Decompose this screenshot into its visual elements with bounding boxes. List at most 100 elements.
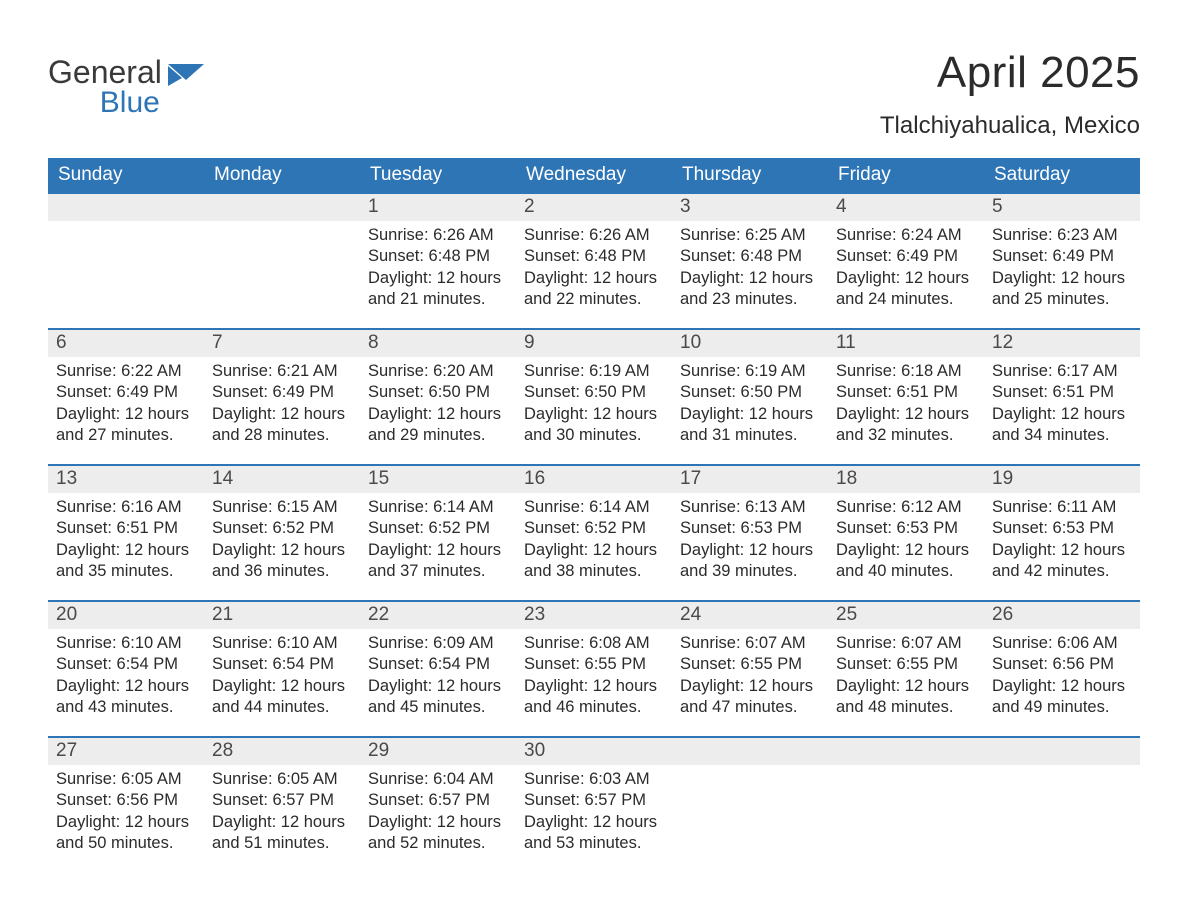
cell-content: Sunrise: 6:25 AMSunset: 6:48 PMDaylight:… <box>672 221 828 319</box>
calendar-cell: 23Sunrise: 6:08 AMSunset: 6:55 PMDayligh… <box>516 602 672 736</box>
sunrise-text: Sunrise: 6:14 AM <box>524 497 664 518</box>
day-header-friday: Friday <box>828 158 984 194</box>
sunset-text: Sunset: 6:55 PM <box>836 654 976 675</box>
weeks-container: 1Sunrise: 6:26 AMSunset: 6:48 PMDaylight… <box>48 194 1140 872</box>
sunrise-text: Sunrise: 6:21 AM <box>212 361 352 382</box>
sunset-text: Sunset: 6:53 PM <box>992 518 1132 539</box>
sunset-text: Sunset: 6:57 PM <box>524 790 664 811</box>
cell-content: Sunrise: 6:07 AMSunset: 6:55 PMDaylight:… <box>672 629 828 727</box>
day-number: 1 <box>360 194 516 221</box>
cell-content: Sunrise: 6:17 AMSunset: 6:51 PMDaylight:… <box>984 357 1140 455</box>
day-number: 15 <box>360 466 516 493</box>
sunrise-text: Sunrise: 6:25 AM <box>680 225 820 246</box>
day-number: 4 <box>828 194 984 221</box>
calendar-cell <box>48 194 204 328</box>
daylight-text: Daylight: 12 hours and 38 minutes. <box>524 540 664 583</box>
location: Tlalchiyahualica, Mexico <box>880 112 1140 140</box>
cell-content: Sunrise: 6:11 AMSunset: 6:53 PMDaylight:… <box>984 493 1140 591</box>
sunrise-text: Sunrise: 6:11 AM <box>992 497 1132 518</box>
daylight-text: Daylight: 12 hours and 43 minutes. <box>56 676 196 719</box>
logo: General Blue <box>48 48 204 120</box>
day-number: 19 <box>984 466 1140 493</box>
calendar-cell: 15Sunrise: 6:14 AMSunset: 6:52 PMDayligh… <box>360 466 516 600</box>
day-number: 14 <box>204 466 360 493</box>
daylight-text: Daylight: 12 hours and 32 minutes. <box>836 404 976 447</box>
sunset-text: Sunset: 6:49 PM <box>836 246 976 267</box>
sunset-text: Sunset: 6:56 PM <box>56 790 196 811</box>
calendar-cell: 26Sunrise: 6:06 AMSunset: 6:56 PMDayligh… <box>984 602 1140 736</box>
sunset-text: Sunset: 6:49 PM <box>212 382 352 403</box>
day-number: 16 <box>516 466 672 493</box>
cell-content: Sunrise: 6:13 AMSunset: 6:53 PMDaylight:… <box>672 493 828 591</box>
day-header-sunday: Sunday <box>48 158 204 194</box>
sunrise-text: Sunrise: 6:14 AM <box>368 497 508 518</box>
flag-icon <box>168 64 204 90</box>
day-number: 6 <box>48 330 204 357</box>
daylight-text: Daylight: 12 hours and 48 minutes. <box>836 676 976 719</box>
calendar-cell: 18Sunrise: 6:12 AMSunset: 6:53 PMDayligh… <box>828 466 984 600</box>
calendar-cell: 25Sunrise: 6:07 AMSunset: 6:55 PMDayligh… <box>828 602 984 736</box>
daylight-text: Daylight: 12 hours and 36 minutes. <box>212 540 352 583</box>
sunset-text: Sunset: 6:56 PM <box>992 654 1132 675</box>
week-row: 6Sunrise: 6:22 AMSunset: 6:49 PMDaylight… <box>48 328 1140 464</box>
sunset-text: Sunset: 6:51 PM <box>56 518 196 539</box>
calendar-cell: 1Sunrise: 6:26 AMSunset: 6:48 PMDaylight… <box>360 194 516 328</box>
cell-content: Sunrise: 6:19 AMSunset: 6:50 PMDaylight:… <box>672 357 828 455</box>
cell-content: Sunrise: 6:26 AMSunset: 6:48 PMDaylight:… <box>516 221 672 319</box>
cell-content: Sunrise: 6:14 AMSunset: 6:52 PMDaylight:… <box>516 493 672 591</box>
sunrise-text: Sunrise: 6:13 AM <box>680 497 820 518</box>
sunrise-text: Sunrise: 6:23 AM <box>992 225 1132 246</box>
sunrise-text: Sunrise: 6:10 AM <box>212 633 352 654</box>
day-number: 26 <box>984 602 1140 629</box>
day-number: 27 <box>48 738 204 765</box>
calendar-cell: 19Sunrise: 6:11 AMSunset: 6:53 PMDayligh… <box>984 466 1140 600</box>
sunset-text: Sunset: 6:48 PM <box>680 246 820 267</box>
day-number <box>204 194 360 221</box>
day-header-monday: Monday <box>204 158 360 194</box>
sunset-text: Sunset: 6:48 PM <box>524 246 664 267</box>
day-number: 13 <box>48 466 204 493</box>
cell-content: Sunrise: 6:06 AMSunset: 6:56 PMDaylight:… <box>984 629 1140 727</box>
header-row: General Blue April 2025 Tlalchiyahualica… <box>48 48 1140 140</box>
calendar-cell: 7Sunrise: 6:21 AMSunset: 6:49 PMDaylight… <box>204 330 360 464</box>
calendar-cell: 29Sunrise: 6:04 AMSunset: 6:57 PMDayligh… <box>360 738 516 872</box>
calendar-cell <box>672 738 828 872</box>
calendar-cell: 14 Sunrise: 6:15 AMSunset: 6:52 PMDayligh… <box>204 466 360 600</box>
calendar-cell: 5Sunrise: 6:23 AMSunset: 6:49 PMDaylight… <box>984 194 1140 328</box>
sunrise-text: Sunrise: 6:03 AM <box>524 769 664 790</box>
logo-text-block: General Blue <box>48 56 162 120</box>
cell-content: Sunrise: 6:18 AMSunset: 6:51 PMDaylight:… <box>828 357 984 455</box>
daylight-text: Daylight: 12 hours and 25 minutes. <box>992 268 1132 311</box>
sunset-text: Sunset: 6:57 PM <box>212 790 352 811</box>
daylight-text: Daylight: 12 hours and 31 minutes. <box>680 404 820 447</box>
cell-content: Sunrise: 6:21 AMSunset: 6:49 PMDaylight:… <box>204 357 360 455</box>
daylight-text: Daylight: 12 hours and 27 minutes. <box>56 404 196 447</box>
day-number: 29 <box>360 738 516 765</box>
week-row: 27Sunrise: 6:05 AMSunset: 6:56 PMDayligh… <box>48 736 1140 872</box>
sunset-text: Sunset: 6:52 PM <box>212 518 352 539</box>
day-number <box>828 738 984 765</box>
sunrise-text: Sunrise: 6:19 AM <box>680 361 820 382</box>
calendar-cell: 3Sunrise: 6:25 AMSunset: 6:48 PMDaylight… <box>672 194 828 328</box>
cell-content: Sunrise: 6:04 AMSunset: 6:57 PMDaylight:… <box>360 765 516 863</box>
daylight-text: Daylight: 12 hours and 23 minutes. <box>680 268 820 311</box>
calendar-cell: 4Sunrise: 6:24 AMSunset: 6:49 PMDaylight… <box>828 194 984 328</box>
sunset-text: Sunset: 6:54 PM <box>368 654 508 675</box>
sunrise-text: Sunrise: 6:24 AM <box>836 225 976 246</box>
daylight-text: Daylight: 12 hours and 53 minutes. <box>524 812 664 855</box>
cell-content: Sunrise: 6:08 AMSunset: 6:55 PMDaylight:… <box>516 629 672 727</box>
sunset-text: Sunset: 6:51 PM <box>836 382 976 403</box>
daylight-text: Daylight: 12 hours and 29 minutes. <box>368 404 508 447</box>
cell-content: Sunrise: 6:14 AMSunset: 6:52 PMDaylight:… <box>360 493 516 591</box>
sunrise-text: Sunrise: 6:15 AM <box>212 497 352 518</box>
daylight-text: Daylight: 12 hours and 51 minutes. <box>212 812 352 855</box>
daylight-text: Daylight: 12 hours and 30 minutes. <box>524 404 664 447</box>
daylight-text: Daylight: 12 hours and 50 minutes. <box>56 812 196 855</box>
sunrise-text: Sunrise: 6:18 AM <box>836 361 976 382</box>
sunset-text: Sunset: 6:54 PM <box>212 654 352 675</box>
sunrise-text: Sunrise: 6:06 AM <box>992 633 1132 654</box>
day-number <box>48 194 204 221</box>
sunrise-text: Sunrise: 6:08 AM <box>524 633 664 654</box>
daylight-text: Daylight: 12 hours and 44 minutes. <box>212 676 352 719</box>
day-header-thursday: Thursday <box>672 158 828 194</box>
